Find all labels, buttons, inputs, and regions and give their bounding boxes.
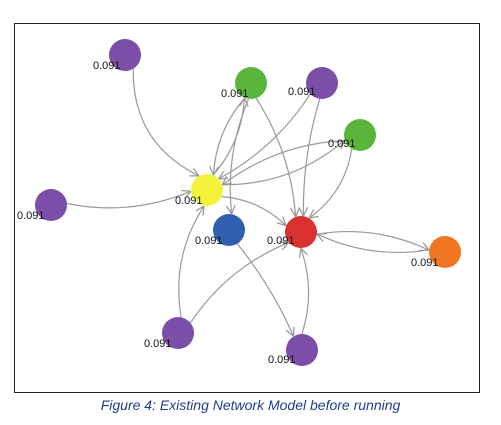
- edge-p4-to-r: [189, 243, 288, 324]
- node-p1-purple[interactable]: [109, 39, 141, 71]
- node-y-yellow[interactable]: [191, 174, 223, 206]
- edge-y-to-r: [221, 195, 286, 226]
- node-label-g1: 0.091: [221, 88, 249, 100]
- node-label-y: 0.091: [175, 195, 203, 207]
- edge-p5-to-r: [301, 249, 310, 335]
- node-label-b: 0.091: [195, 235, 223, 247]
- edge-g1-to-y: [214, 97, 246, 175]
- edge-layer: [66, 68, 430, 336]
- node-layer: [35, 39, 461, 366]
- figure-caption: Figure 4: Existing Network Model before …: [100, 397, 401, 413]
- node-g1-green[interactable]: [235, 67, 267, 99]
- node-label-o: 0.091: [411, 257, 439, 269]
- edge-r-to-o: [316, 230, 428, 250]
- node-label-p1: 0.091: [93, 60, 121, 72]
- node-label-p4: 0.091: [144, 338, 172, 350]
- node-o-orange[interactable]: [429, 236, 461, 268]
- edge-b-to-p5: [236, 243, 293, 336]
- edge-g2-to-r: [310, 148, 353, 218]
- node-p4-purple[interactable]: [162, 317, 194, 349]
- node-g2-green[interactable]: [344, 119, 376, 151]
- edge-p1-to-y: [132, 68, 198, 176]
- node-label-g2: 0.091: [328, 138, 356, 150]
- node-p5-purple[interactable]: [286, 334, 318, 366]
- network-frame: 0.091 0.091 0.091 0.091 0.091 0.091 0.091 0.091…: [14, 23, 480, 393]
- node-label-r: 0.091: [267, 235, 295, 247]
- edge-g2-to-y: [223, 139, 345, 184]
- node-b-blue[interactable]: [213, 214, 245, 246]
- edge-p3-to-y: [66, 192, 190, 209]
- node-r-red[interactable]: [285, 216, 317, 248]
- edge-p2-to-y: [219, 93, 311, 178]
- node-label-p2: 0.091: [288, 86, 316, 98]
- node-label-p3: 0.091: [17, 210, 45, 222]
- network-graph: 0.091 0.091 0.091 0.091 0.091 0.091 0.091 0.091…: [17, 39, 461, 366]
- edge-g1-to-r: [255, 97, 296, 216]
- node-p3-purple[interactable]: [35, 189, 67, 221]
- label-layer: 0.091 0.091 0.091 0.091 0.091 0.091 0.091 0.091…: [17, 60, 439, 366]
- edge-o-to-r: [318, 234, 430, 254]
- node-label-p5: 0.091: [268, 354, 296, 366]
- edge-y-to-g2: [222, 141, 344, 186]
- edge-y-to-g1: [212, 99, 244, 176]
- edge-p2-to-r: [303, 98, 321, 215]
- edge-p4-to-y: [178, 207, 204, 318]
- edge-g1-to-b: [230, 98, 250, 213]
- node-p2-purple[interactable]: [306, 67, 338, 99]
